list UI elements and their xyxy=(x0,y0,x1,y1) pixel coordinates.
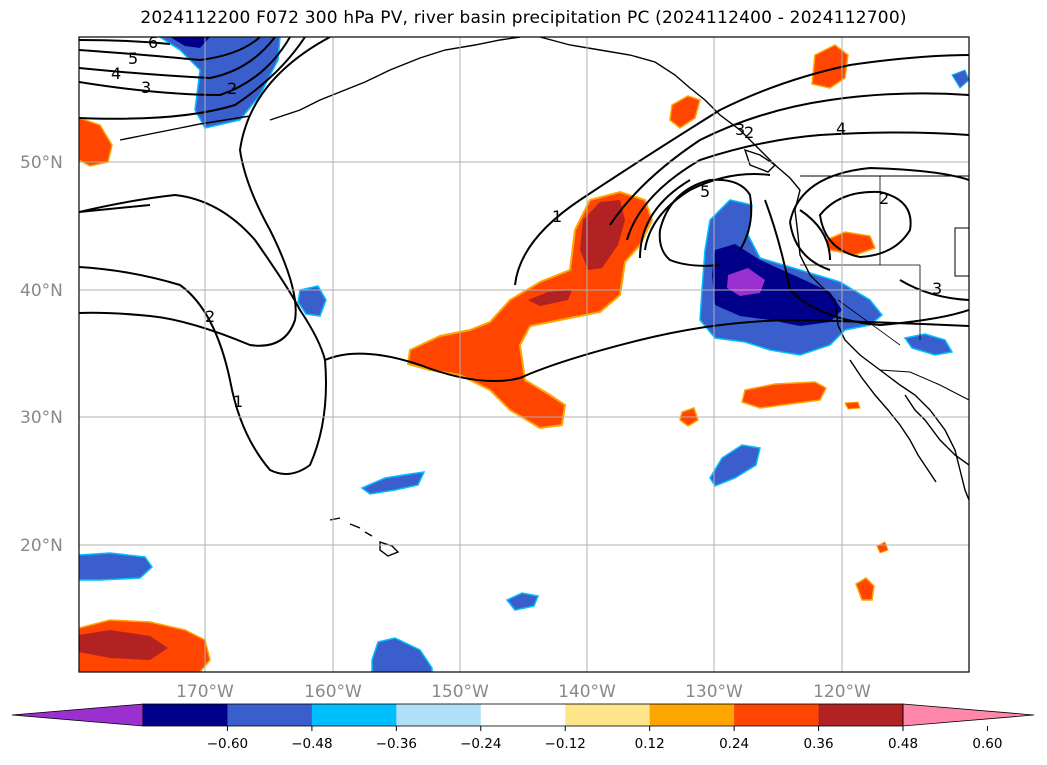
lat-label: 30°N xyxy=(20,408,63,428)
negative-anomaly-region xyxy=(903,333,954,356)
pv-contour-3 xyxy=(79,37,291,97)
positive-anomaly-region xyxy=(855,577,875,601)
contour-label: 1 xyxy=(552,207,562,226)
colorbar-segment xyxy=(734,704,820,726)
lon-label: 150°W xyxy=(431,682,489,702)
alaska-gulf-coast xyxy=(539,37,969,501)
colorbar-segment xyxy=(311,704,397,726)
pv-contour-2-ridge xyxy=(609,92,969,226)
negative-anomaly-region xyxy=(709,444,761,487)
aleutian-islands xyxy=(119,115,251,141)
mexico-coast xyxy=(904,394,969,466)
pv-contour-3-ridge xyxy=(626,131,969,241)
map-panel xyxy=(79,37,969,672)
negative-anomaly-region xyxy=(79,552,153,581)
contour-label: 2 xyxy=(227,79,237,98)
colorbar-tick-label: 0.48 xyxy=(888,736,918,752)
alaska-coast xyxy=(269,37,521,121)
colorbar: −0.60 −0.48 −0.36 −0.24 −0.12 0.12 0.24 0.36 0.4… xyxy=(11,703,1035,752)
baja-california xyxy=(849,359,937,483)
negative-anomaly-region xyxy=(371,637,433,672)
pv-contour-2 xyxy=(79,37,306,120)
pv-contour-1 xyxy=(79,204,969,382)
pv-contour-low-outer xyxy=(639,179,969,327)
contour-label: 3 xyxy=(735,120,745,139)
pv-contour-2-west xyxy=(79,37,331,347)
contour-label: 6 xyxy=(148,33,158,52)
contour-label: 2 xyxy=(205,307,215,326)
contour-label: 5 xyxy=(700,182,710,201)
pv-contours xyxy=(79,37,969,475)
lon-label: 160°W xyxy=(304,682,362,702)
pv-contour-1-north xyxy=(514,54,969,286)
lon-label: 170°W xyxy=(176,682,234,702)
latitude-labels: 50°N 40°N 30°N 20°N xyxy=(20,153,63,556)
coastlines xyxy=(119,37,969,557)
negative-anomaly-peak xyxy=(727,268,765,296)
contour-label: 4 xyxy=(836,119,846,138)
longitude-labels: 170°W 160°W 150°W 140°W 130°W 120°W xyxy=(176,682,871,702)
colorbar-tick-label: 0.36 xyxy=(804,736,834,752)
positive-anomaly-region xyxy=(741,381,827,409)
colorbar-segment xyxy=(818,704,904,726)
colorbar-tick-label: −0.48 xyxy=(291,736,332,752)
colorbar-segment xyxy=(396,704,482,726)
contour-label: 2 xyxy=(879,189,889,208)
pv-contour-6 xyxy=(79,39,171,45)
pv-contour-1-west xyxy=(79,193,327,475)
pv-contour-5 xyxy=(79,37,261,62)
contour-label: 3 xyxy=(932,279,942,298)
lat-label: 50°N xyxy=(20,153,63,173)
lon-label: 120°W xyxy=(813,682,871,702)
colorbar-tick-label: −0.12 xyxy=(545,736,586,752)
negative-anomaly-core xyxy=(170,37,210,48)
contour-label: 2 xyxy=(744,123,754,142)
map-border xyxy=(78,36,970,673)
colorbar-segment xyxy=(227,704,313,726)
contour-label: 3 xyxy=(141,78,151,97)
lat-label: 40°N xyxy=(20,281,63,301)
colorbar-tick-label: 0.24 xyxy=(719,736,749,752)
colorbar-tick-label: −0.36 xyxy=(376,736,417,752)
colorbar-extend-min xyxy=(11,703,144,727)
colorbar-segment xyxy=(143,704,228,726)
colorbar-tick-label: −0.60 xyxy=(207,736,248,752)
basin-box xyxy=(954,227,969,277)
hawaii-islands xyxy=(329,517,400,557)
us-mexico-border xyxy=(879,369,969,401)
contour-label: 5 xyxy=(128,49,138,68)
positive-anomaly-core xyxy=(79,630,168,660)
positive-anomaly-region xyxy=(811,44,849,89)
contour-label: 4 xyxy=(111,64,121,83)
contour-label: 1 xyxy=(233,392,243,411)
lon-label: 140°W xyxy=(558,682,616,702)
lat-label: 20°N xyxy=(20,536,63,556)
colorbar-segment xyxy=(565,704,651,726)
colorbar-tick-label: 0.12 xyxy=(635,736,665,752)
colorbar-tick-label: −0.24 xyxy=(460,736,501,752)
colorbar-segment xyxy=(480,704,566,726)
colorbar-outline xyxy=(142,703,904,727)
positive-anomaly-core xyxy=(528,290,572,306)
lon-label: 130°W xyxy=(685,682,743,702)
pv-contour-4-ridge xyxy=(644,173,831,261)
negative-anomaly-region xyxy=(297,285,327,317)
positive-anomaly-region xyxy=(844,401,861,410)
negative-anomaly-region xyxy=(505,592,540,611)
positive-anomaly-core xyxy=(580,200,625,270)
pv-contour-5-low xyxy=(658,178,753,267)
colorbar-segment xyxy=(649,704,735,726)
pv-contour-3-low xyxy=(789,166,969,301)
colorbar-tick-label: 0.60 xyxy=(972,736,1002,752)
contour-labels: 6 5 4 3 2 2 1 1 5 4 3 2 2 3 xyxy=(111,33,942,411)
negative-anomaly-region xyxy=(360,471,426,495)
colorbar-extend-max xyxy=(902,703,1035,727)
negative-anomaly-region xyxy=(951,69,969,89)
map-title: 2024112200 F072 300 hPa PV, river basin … xyxy=(140,8,907,28)
graticule xyxy=(79,37,969,672)
pv-contour-2-low xyxy=(818,190,912,259)
positive-anomaly-region xyxy=(669,95,701,129)
